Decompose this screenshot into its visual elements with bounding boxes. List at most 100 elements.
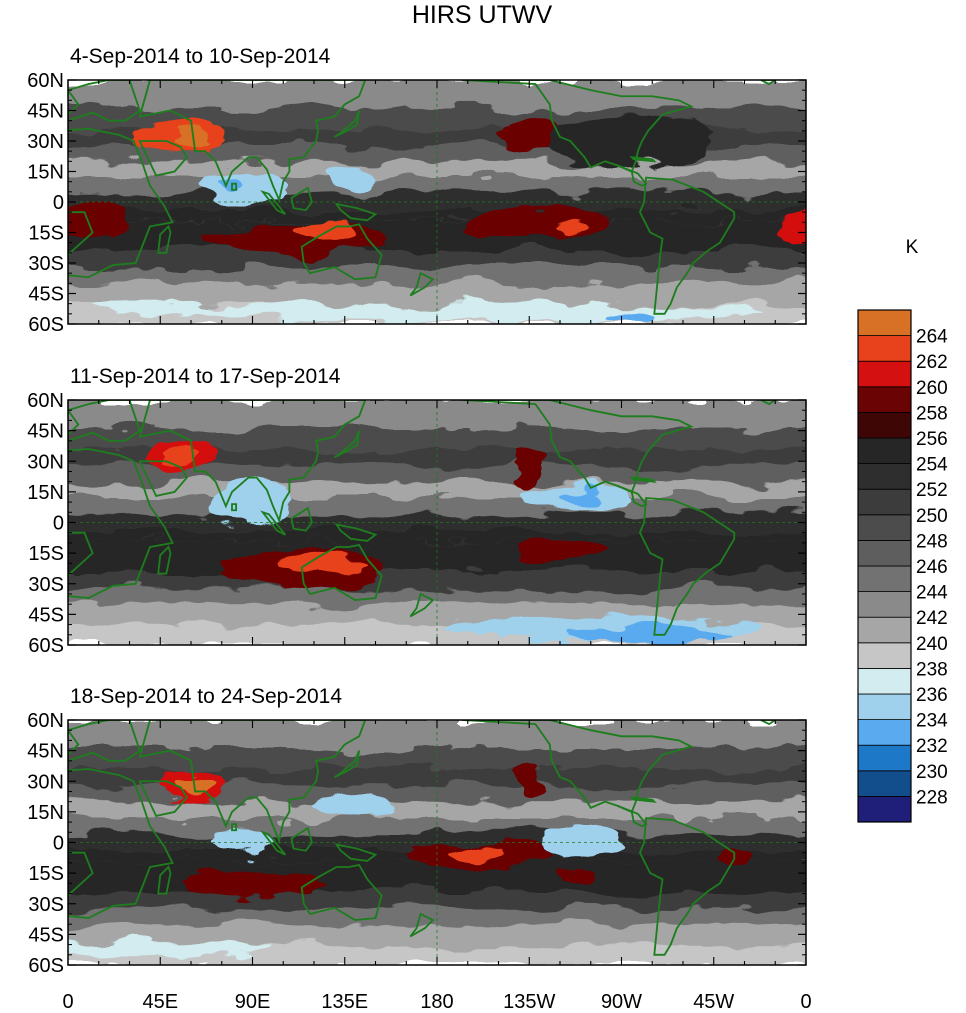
field-feature	[174, 130, 208, 148]
colorbar-swatch	[857, 514, 912, 541]
colorbar-label: 250	[916, 506, 948, 527]
colorbar-label: 236	[916, 685, 948, 706]
colorbar-label: 246	[916, 557, 948, 578]
colorbar-units: K	[906, 237, 919, 258]
colorbar-label: 228	[916, 787, 948, 808]
field-band	[68, 587, 806, 605]
field-feature	[500, 118, 558, 152]
field-band	[68, 210, 806, 221]
field-feature	[449, 842, 507, 859]
lat-label: 15N	[27, 162, 64, 184]
lat-label: 45S	[28, 924, 64, 946]
colorbar-swatch	[857, 744, 912, 772]
colorbar-label: 258	[916, 403, 948, 424]
lat-label: 60N	[27, 70, 64, 92]
field-feature	[467, 206, 612, 239]
chart-title: HIRS UTWV	[412, 1, 553, 29]
lat-label: 45S	[28, 604, 64, 626]
colorbar-swatch	[857, 770, 912, 797]
colorbar-swatch	[857, 565, 912, 593]
lat-label: 60S	[28, 314, 64, 336]
colorbar-label: 248	[916, 531, 948, 552]
lon-label: 45E	[142, 991, 178, 1013]
colorbar-swatch	[857, 642, 912, 669]
colorbar-swatch	[857, 616, 912, 644]
lat-label: 15N	[27, 482, 64, 504]
colorbar-label: 256	[916, 429, 948, 450]
colorbar-label: 230	[916, 762, 948, 783]
field-band	[68, 818, 806, 835]
lat-label: 45N	[27, 741, 64, 763]
lat-label: 15S	[28, 223, 64, 245]
panel-2-ticks: 60N 45N 30N 15N 0 15S 30S 45S 60S	[27, 390, 807, 657]
lat-label: 0	[53, 513, 64, 535]
panel-1: 4-Sep-2014 to 10-Sep-2014 60N 45N 30N 15N 0 1…	[27, 45, 807, 336]
longitude-labels: 0 45E 90E 135E 180 135W 90W 45W 0	[62, 991, 811, 1013]
field-band	[68, 250, 806, 268]
field-feature	[516, 764, 542, 798]
lat-label: 15S	[28, 543, 64, 565]
colorbar-swatch	[857, 411, 912, 439]
field-band	[68, 801, 806, 818]
colorbar-swatch	[857, 335, 912, 362]
lat-label: 30S	[28, 574, 64, 596]
panel-2-label: 11-Sep-2014 to 17-Sep-2014	[70, 365, 341, 388]
panel-3: 18-Sep-2014 to 24-Sep-2014 60N 45N 30N 15N 0…	[27, 685, 807, 977]
panel-1-label: 4-Sep-2014 to 10-Sep-2014	[70, 45, 331, 68]
panel-3-field	[68, 720, 806, 965]
field-band	[68, 530, 806, 541]
lat-label: 30S	[28, 253, 64, 275]
panel-1-ticks: 60N 45N 30N 15N 0 15S 30S 45S 60S	[27, 70, 807, 336]
colorbar-swatch	[857, 796, 912, 823]
lat-label: 60S	[28, 635, 64, 657]
lon-label: 90W	[601, 991, 642, 1013]
colorbar-label: 232	[916, 736, 948, 757]
lon-label: 135E	[321, 991, 368, 1013]
field-feature	[318, 793, 392, 818]
colorbar-label: 264	[916, 327, 948, 348]
panel-3-label: 18-Sep-2014 to 24-Sep-2014	[70, 685, 342, 708]
field-band	[68, 449, 806, 466]
field-feature	[211, 477, 294, 527]
field-feature	[160, 444, 202, 466]
field-band	[68, 283, 806, 304]
lat-label: 60N	[27, 710, 64, 732]
colorbar: 228 230 232 234 236 238 240 242 244 246 248 250 252 2…	[857, 309, 948, 823]
colorbar-label: 242	[916, 608, 948, 629]
colorbar-swatch	[857, 463, 912, 490]
panel-1-field	[68, 80, 806, 324]
field-feature	[330, 163, 380, 188]
colorbar-swatch	[857, 719, 912, 746]
lat-label: 60N	[27, 390, 64, 412]
lon-label: 135W	[503, 991, 555, 1013]
lat-label: 30N	[27, 771, 64, 793]
field-feature	[607, 311, 657, 324]
field-feature	[68, 204, 130, 241]
lat-label: 45N	[27, 101, 64, 123]
colorbar-swatch	[857, 668, 912, 695]
field-feature	[68, 940, 273, 957]
colorbar-label: 244	[916, 583, 948, 604]
lat-label: 30N	[27, 131, 64, 153]
field-feature	[551, 222, 589, 235]
colorbar-label: 238	[916, 659, 948, 680]
field-band	[68, 907, 806, 925]
lat-label: 45S	[28, 284, 64, 306]
field-feature	[295, 220, 353, 241]
panel-2-field	[68, 400, 806, 645]
field-band	[68, 177, 806, 194]
field-band	[68, 498, 806, 515]
lat-label: 30N	[27, 451, 64, 473]
field-feature	[275, 553, 374, 574]
field-feature	[549, 116, 714, 166]
colorbar-swatch	[857, 540, 912, 567]
field-feature	[562, 489, 599, 507]
colorbar-swatch	[857, 591, 912, 618]
field-band	[68, 267, 806, 284]
field-feature	[514, 540, 606, 562]
lat-label: 45N	[27, 421, 64, 443]
lon-label: 0	[800, 991, 811, 1013]
colorbar-swatch	[857, 360, 912, 388]
colorbar-swatch	[857, 488, 912, 516]
